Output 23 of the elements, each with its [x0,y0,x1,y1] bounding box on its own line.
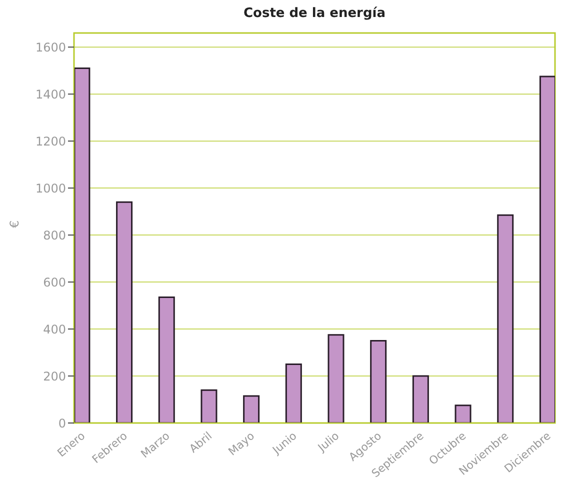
bar [74,67,90,423]
bar [370,340,387,423]
y-tick-label: 600 [43,275,66,290]
y-axis-title: € [7,220,22,228]
y-tick-label: 1200 [35,134,66,148]
y-tick-label: 400 [43,322,66,336]
bar [243,395,260,423]
chart-title: Coste de la energía [242,6,386,21]
y-tick-label: 200 [43,369,66,384]
bar [539,76,555,423]
bar [454,404,472,423]
bar [116,201,133,423]
bar [200,389,218,423]
y-tick-label: 800 [43,228,66,242]
y-tick-label: 1000 [35,181,66,196]
y-tick-label: 1400 [35,87,66,102]
y-tick-label: 0 [58,416,66,430]
y-tick-label: 1600 [35,40,66,54]
bar [497,214,514,423]
bar [412,375,429,423]
bar [328,334,344,423]
bar [158,296,175,423]
bar [285,364,302,423]
